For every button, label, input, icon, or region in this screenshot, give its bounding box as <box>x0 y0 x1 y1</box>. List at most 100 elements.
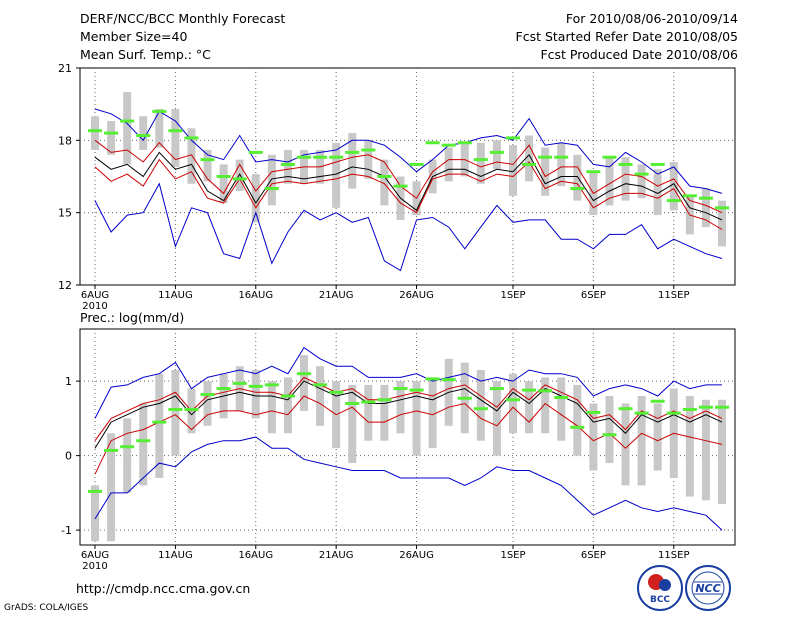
temp-observation-marker <box>457 141 472 145</box>
temp-range-box <box>669 162 678 211</box>
prec-range-box <box>300 355 308 411</box>
temp-series-upper-line <box>94 139 723 214</box>
chart-title: DERF/NCC/BCC Monthly Forecast <box>80 11 286 26</box>
prec-x-tick-label: 21AUG <box>319 550 354 561</box>
prec-observation-marker <box>634 411 649 415</box>
prec-x-tick-label: 16AUG <box>238 550 273 561</box>
temp-range-box <box>348 133 357 189</box>
prec-observation-marker <box>698 405 713 409</box>
temp-observation-marker <box>216 175 231 178</box>
prec-observation-marker <box>715 405 729 409</box>
temp-observation-marker <box>393 184 408 188</box>
prec-range-box <box>91 485 99 542</box>
bcc-logo: BCC <box>637 565 683 611</box>
prec-observation-marker <box>280 394 295 398</box>
temp-x-tick-label: 2010 <box>82 301 107 312</box>
temp-range-box <box>718 200 726 247</box>
member-size: Member Size=40 <box>80 29 188 44</box>
temp-range-box <box>380 159 389 206</box>
prec-observation-marker <box>232 381 247 385</box>
temp-observation-marker <box>297 155 311 159</box>
prec-observation-marker <box>120 445 135 449</box>
temp-range-box <box>251 174 260 223</box>
temp-y-tick-label: 12 <box>58 279 72 292</box>
prec-series-mean-line <box>94 380 723 449</box>
temp-observation-marker <box>618 162 633 166</box>
temp-observation-marker <box>168 129 183 133</box>
temp-range-box <box>107 121 116 155</box>
prec-range-box <box>525 381 534 434</box>
temp-x-tick-label: 11AUG <box>158 290 193 301</box>
prec-observation-marker <box>216 387 231 391</box>
prec-range-box <box>573 384 582 456</box>
prec-range-box <box>364 384 373 441</box>
temp-y-tick-label: 18 <box>58 134 72 147</box>
temp-observation-marker <box>489 150 504 154</box>
prec-series-max-line <box>94 346 722 419</box>
prec-y-tick-label: 0 <box>65 450 72 463</box>
temp-observation-marker <box>682 194 697 198</box>
prec-x-tick-label: 2010 <box>82 561 107 572</box>
prec-x-tick-label: 6AUG <box>81 550 109 561</box>
ncc-logo: NCC <box>685 565 731 611</box>
temp-range-box <box>492 140 501 170</box>
prec-observation-marker <box>329 390 344 394</box>
bcc-logo-text: BCC <box>650 595 670 605</box>
prec-observation-marker <box>602 433 617 437</box>
temp-x-tick-label: 6SEP <box>581 290 606 301</box>
prec-observation-marker <box>473 407 488 411</box>
temp-series-mean-line <box>94 151 723 221</box>
prec-range-box <box>139 403 148 486</box>
temp-range-box <box>267 154 276 206</box>
temp-observation-marker <box>120 119 135 123</box>
temp-range-box <box>557 142 566 187</box>
temp-range-box <box>621 157 630 201</box>
temp-observation-marker <box>361 148 376 152</box>
temp-range-box <box>573 154 582 201</box>
prec-y-tick-label: -1 <box>61 524 72 537</box>
prec-range-box <box>637 396 646 486</box>
temp-range-box <box>444 147 453 182</box>
temp-range-box <box>91 116 99 150</box>
temp-range-box <box>637 164 646 199</box>
prec-panel-title: Prec.: log(mm/d) <box>80 310 185 325</box>
prec-observation-marker <box>457 396 472 400</box>
prec-range-box <box>267 381 276 434</box>
temp-series-max-line <box>94 108 723 194</box>
temp-series-lower-line <box>94 158 723 230</box>
temp-range-box <box>364 140 373 179</box>
temp-observation-marker <box>522 162 537 166</box>
prec-range-box <box>155 373 164 478</box>
forecast-period: For 2010/08/06-2010/09/14 <box>565 11 738 26</box>
prec-range-box <box>685 396 694 497</box>
prec-observation-marker <box>184 407 199 411</box>
prec-observation-marker <box>297 372 311 376</box>
temp-range-box <box>525 135 534 182</box>
prec-range-box <box>428 377 437 449</box>
footer-url[interactable]: http://cmdp.ncc.cma.gov.cn <box>76 581 251 596</box>
prec-observation-marker <box>489 387 504 391</box>
prec-observation-marker <box>650 399 665 403</box>
prec-series-min-line <box>94 436 723 531</box>
temp-observation-marker <box>666 199 681 203</box>
prec-range-box <box>541 377 550 434</box>
temp-range-box <box>653 169 662 216</box>
temp-range-box <box>203 149 212 182</box>
temp-observation-marker <box>184 136 199 140</box>
prec-observation-marker <box>666 411 681 415</box>
temp-plot-frame <box>79 67 736 286</box>
prec-range-box <box>605 396 614 464</box>
temp-observation-marker <box>409 162 424 166</box>
temp-x-tick-label: 6AUG <box>81 290 109 301</box>
prec-observation-marker <box>200 393 215 397</box>
prec-range-box <box>412 381 421 456</box>
temp-range-box <box>187 128 196 184</box>
temp-observation-marker <box>586 170 601 174</box>
temp-range-box <box>541 147 550 196</box>
prec-range-box <box>171 369 180 456</box>
prec-range-box <box>476 369 485 441</box>
temp-range-box <box>509 145 517 196</box>
temp-range-box <box>476 142 485 184</box>
temp-range-box <box>332 142 341 208</box>
